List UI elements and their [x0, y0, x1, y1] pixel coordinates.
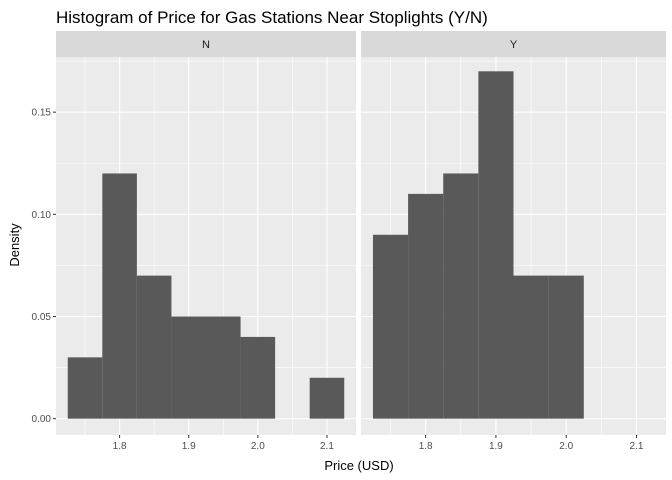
- histogram-bar: [408, 193, 444, 419]
- facet-strip-label: N: [202, 39, 210, 51]
- histogram-bar: [309, 377, 345, 419]
- facet-panel-n: N 1.8 1.9 2.0 2.1 0.00 0.05 0.10 0.15: [32, 31, 356, 452]
- y-tick-label: 0.05: [32, 312, 52, 323]
- histogram-bar: [513, 275, 549, 419]
- x-tick-label: 2.0: [559, 441, 573, 452]
- x-tick-label: 1.9: [182, 441, 196, 452]
- histogram-bar: [136, 275, 172, 419]
- x-tick-label: 2.1: [630, 441, 644, 452]
- histogram-bar: [206, 316, 241, 419]
- x-axis-title: Price (USD): [324, 458, 393, 473]
- x-tick-label: 1.8: [419, 441, 433, 452]
- histogram-bar: [240, 336, 276, 419]
- x-tick-label: 2.0: [251, 441, 265, 452]
- histogram-bar: [67, 357, 103, 419]
- facet-strip-label: Y: [510, 39, 518, 51]
- chart-title: Histogram of Price for Gas Stations Near…: [56, 8, 488, 27]
- y-tick-label: 0.10: [32, 210, 52, 221]
- x-tick-label: 1.8: [113, 441, 127, 452]
- histogram-bar: [478, 71, 514, 419]
- histogram-bar: [443, 173, 479, 419]
- facet-panel-y: Y 1.8 1.9 2.0 2.1: [361, 31, 666, 452]
- facet-panels: N 1.8 1.9 2.0 2.1 0.00 0.05 0.10 0.15 Y 1.8 1.9 2.0 2…: [32, 31, 666, 452]
- x-tick-label: 2.1: [320, 441, 334, 452]
- x-tick-label: 1.9: [489, 441, 503, 452]
- facet-strip: [56, 31, 356, 57]
- histogram-bar: [171, 316, 206, 419]
- facet-strip: [361, 31, 666, 57]
- histogram-bar: [548, 275, 584, 419]
- y-axis-title: Density: [7, 223, 22, 267]
- histogram-bar: [372, 234, 409, 419]
- y-tick-label: 0.00: [32, 414, 52, 425]
- histogram-bar: [102, 173, 137, 419]
- y-tick-label: 0.15: [32, 108, 52, 119]
